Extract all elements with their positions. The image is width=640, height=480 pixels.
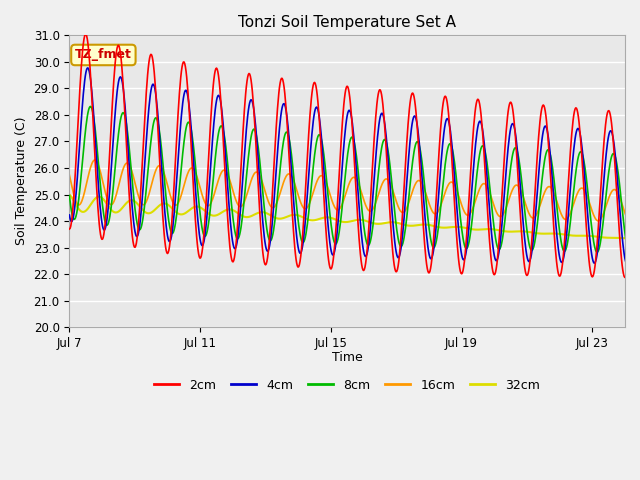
Text: TZ_fmet: TZ_fmet	[75, 48, 132, 61]
Legend: 2cm, 4cm, 8cm, 16cm, 32cm: 2cm, 4cm, 8cm, 16cm, 32cm	[149, 374, 545, 397]
Y-axis label: Soil Temperature (C): Soil Temperature (C)	[15, 117, 28, 245]
Title: Tonzi Soil Temperature Set A: Tonzi Soil Temperature Set A	[238, 15, 456, 30]
X-axis label: Time: Time	[332, 351, 363, 364]
